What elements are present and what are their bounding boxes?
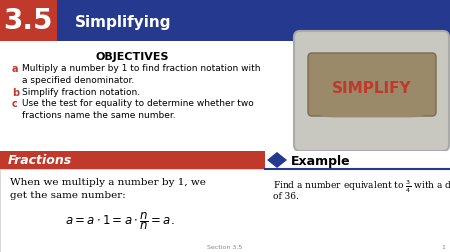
FancyBboxPatch shape (0, 0, 450, 42)
Text: Simplify fraction notation.: Simplify fraction notation. (22, 88, 140, 97)
Text: $a = a \cdot 1 = a \cdot \dfrac{n}{n} = a.$: $a = a \cdot 1 = a \cdot \dfrac{n}{n} = … (65, 209, 175, 231)
Text: Find a number equivalent to $\frac{3}{4}$ with a denominator: Find a number equivalent to $\frac{3}{4}… (273, 177, 450, 194)
Text: When we multiply a number by 1, we: When we multiply a number by 1, we (10, 177, 206, 186)
Text: a: a (12, 64, 18, 74)
Text: of 36.: of 36. (273, 191, 299, 200)
Text: OBJECTIVES: OBJECTIVES (96, 52, 169, 62)
Text: 1: 1 (441, 244, 445, 249)
FancyBboxPatch shape (0, 0, 57, 42)
FancyBboxPatch shape (265, 151, 450, 252)
FancyBboxPatch shape (294, 32, 449, 151)
FancyBboxPatch shape (0, 42, 450, 151)
Text: Section 3.5: Section 3.5 (207, 244, 243, 249)
Text: Fractions: Fractions (8, 154, 72, 167)
Text: b: b (12, 88, 19, 98)
Text: c: c (12, 99, 18, 109)
Text: Use the test for equality to determine whether two
fractions name the same numbe: Use the test for equality to determine w… (22, 99, 254, 119)
Polygon shape (267, 152, 287, 168)
FancyBboxPatch shape (0, 151, 265, 169)
FancyBboxPatch shape (308, 54, 436, 116)
FancyBboxPatch shape (0, 169, 265, 252)
Text: Example: Example (291, 154, 351, 167)
Text: Simplifying: Simplifying (75, 14, 171, 29)
Text: SIMPLIFY: SIMPLIFY (332, 80, 412, 95)
Text: get the same number:: get the same number: (10, 190, 126, 199)
Text: Multiply a number by 1 to find fraction notation with
a specified denominator.: Multiply a number by 1 to find fraction … (22, 64, 261, 84)
Text: 3.5: 3.5 (3, 7, 53, 35)
